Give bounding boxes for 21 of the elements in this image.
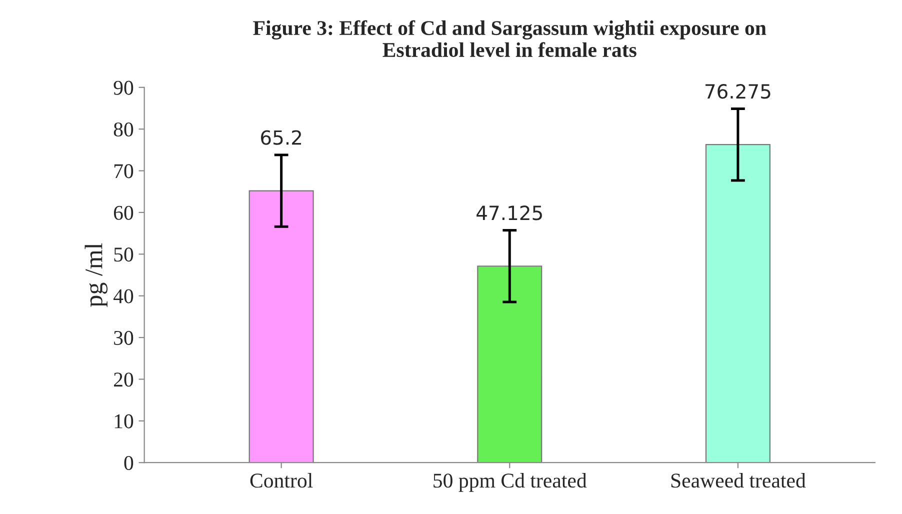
y-tick-label: 90 [114,80,134,95]
data-label: 47.125 [476,206,542,220]
y-tick-label: 70 [114,164,134,178]
y-tick-label: 60 [114,206,134,220]
data-label: 76.275 [706,84,770,99]
y-tick-label: 40 [113,289,134,304]
y-axis-title: pg /ml [84,243,108,307]
y-tick-label: 10 [114,414,134,428]
y-tick-label: 30 [114,330,134,345]
x-tick-label: 50 ppm Cd treated [434,473,587,492]
y-tick-label: 0 [124,456,134,470]
y-tick-label: 50 [114,248,134,262]
x-tick-label: Seaweed treated [671,473,806,488]
bar [477,266,542,463]
y-tick-label: 80 [114,122,134,137]
chart-title: Figure 3: Effect of Cd and Sargassum wightii exposure on Estradiol level in female rats [253,20,766,58]
y-tick-label: 20 [114,372,134,387]
bar [248,190,314,463]
data-label: 65.2 [261,130,302,145]
x-tick-label: Control [250,473,313,488]
bar [705,144,770,463]
